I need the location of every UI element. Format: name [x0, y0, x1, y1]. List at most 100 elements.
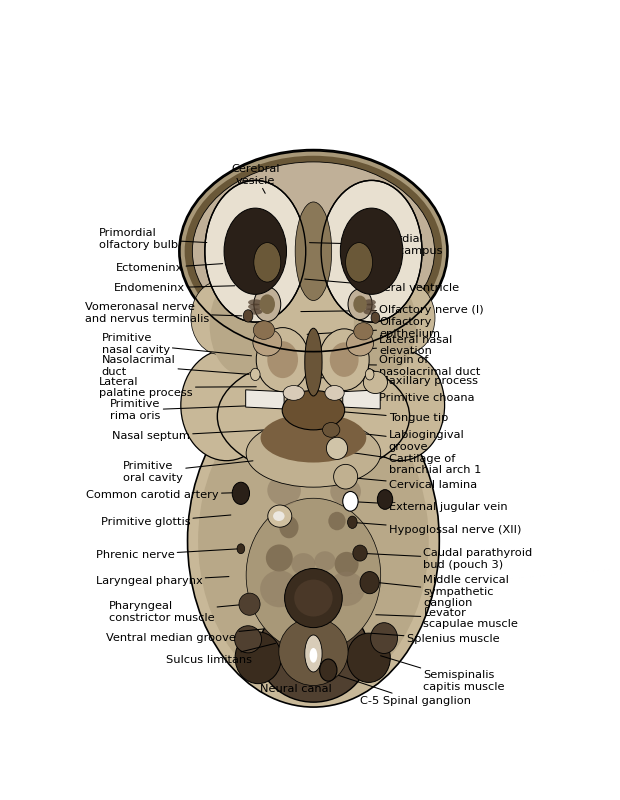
- Ellipse shape: [210, 276, 272, 374]
- Text: Origin of
nasolacrimal duct: Origin of nasolacrimal duct: [312, 355, 480, 377]
- Circle shape: [260, 294, 275, 314]
- Ellipse shape: [283, 386, 304, 400]
- Circle shape: [232, 482, 249, 505]
- Ellipse shape: [254, 321, 275, 339]
- Circle shape: [371, 312, 379, 323]
- Circle shape: [237, 544, 245, 554]
- Text: Cartilage of
branchial arch 1: Cartilage of branchial arch 1: [336, 450, 481, 475]
- Ellipse shape: [254, 242, 281, 282]
- Text: Caudal parathyroid
bud (pouch 3): Caudal parathyroid bud (pouch 3): [358, 549, 533, 570]
- Text: Primordial
olfactory bulb: Primordial olfactory bulb: [99, 228, 207, 250]
- Text: Endomeninx: Endomeninx: [113, 283, 235, 293]
- Text: Primitive
rima oris: Primitive rima oris: [110, 399, 262, 421]
- Ellipse shape: [330, 478, 361, 505]
- Ellipse shape: [273, 511, 285, 521]
- Text: Lateral nasal
elevation: Lateral nasal elevation: [309, 334, 453, 356]
- Text: Primitive glottis: Primitive glottis: [100, 515, 231, 527]
- Text: Hypoglossal nerve (XII): Hypoglossal nerve (XII): [352, 522, 521, 535]
- Ellipse shape: [363, 299, 376, 306]
- Ellipse shape: [256, 328, 309, 392]
- Ellipse shape: [208, 271, 419, 364]
- Ellipse shape: [320, 659, 337, 682]
- Ellipse shape: [314, 551, 335, 571]
- Ellipse shape: [282, 390, 345, 430]
- Text: Sulcus limitans: Sulcus limitans: [166, 643, 275, 665]
- Ellipse shape: [248, 299, 262, 306]
- Ellipse shape: [325, 386, 344, 400]
- Ellipse shape: [371, 622, 397, 654]
- Ellipse shape: [305, 328, 322, 396]
- Ellipse shape: [192, 162, 435, 341]
- Circle shape: [365, 369, 374, 380]
- Text: Semispinalis
capitis muscle: Semispinalis capitis muscle: [381, 656, 505, 692]
- Ellipse shape: [181, 350, 272, 461]
- Ellipse shape: [378, 282, 435, 354]
- Ellipse shape: [267, 475, 301, 506]
- Ellipse shape: [322, 422, 340, 438]
- Ellipse shape: [224, 208, 286, 294]
- Ellipse shape: [218, 358, 410, 475]
- Ellipse shape: [360, 571, 379, 594]
- Text: Neural canal: Neural canal: [260, 657, 332, 694]
- Ellipse shape: [285, 569, 342, 628]
- Text: Ventral median groove: Ventral median groove: [107, 629, 264, 643]
- Text: Cervical lamina: Cervical lamina: [342, 477, 477, 490]
- Ellipse shape: [268, 505, 292, 527]
- Ellipse shape: [363, 309, 376, 314]
- Ellipse shape: [258, 601, 369, 702]
- Ellipse shape: [205, 180, 306, 322]
- Text: Splenius muscle: Splenius muscle: [371, 634, 499, 644]
- Text: Maxillary process: Maxillary process: [316, 376, 478, 386]
- Ellipse shape: [246, 498, 381, 652]
- Text: Olfactory nerve (I): Olfactory nerve (I): [301, 305, 484, 314]
- Ellipse shape: [363, 371, 388, 394]
- Text: Phrenic nerve: Phrenic nerve: [95, 549, 239, 560]
- Text: Levator
scapulae muscle: Levator scapulae muscle: [376, 607, 518, 629]
- Text: Middle cervical
sympathetic
ganglion: Middle cervical sympathetic ganglion: [368, 575, 510, 609]
- Ellipse shape: [329, 571, 365, 606]
- Text: Primitive
oral cavity: Primitive oral cavity: [123, 461, 253, 482]
- Text: Laryngeal pharynx: Laryngeal pharynx: [95, 576, 229, 586]
- Ellipse shape: [345, 242, 373, 282]
- Ellipse shape: [356, 350, 445, 461]
- Ellipse shape: [198, 386, 429, 696]
- Ellipse shape: [309, 648, 317, 662]
- Ellipse shape: [329, 512, 345, 530]
- Ellipse shape: [235, 632, 281, 684]
- Circle shape: [348, 516, 357, 529]
- Ellipse shape: [279, 516, 298, 538]
- Text: Nasolacrimal
duct: Nasolacrimal duct: [102, 355, 249, 377]
- Text: Primitive
nasal cavity: Primitive nasal cavity: [102, 334, 252, 356]
- Text: Olfactory
epithelium: Olfactory epithelium: [307, 318, 440, 339]
- Ellipse shape: [334, 464, 358, 489]
- Ellipse shape: [340, 208, 403, 294]
- Text: Vomeronasal nerve
and nervus terminalis: Vomeronasal nerve and nervus terminalis: [85, 302, 242, 324]
- Circle shape: [348, 289, 372, 320]
- Ellipse shape: [185, 156, 442, 346]
- Ellipse shape: [305, 635, 322, 672]
- Text: Ectomeninx: Ectomeninx: [116, 263, 223, 274]
- Text: External jugular vein: External jugular vein: [348, 502, 508, 512]
- Text: Cerebral
vesicle: Cerebral vesicle: [231, 164, 280, 194]
- Text: Primordial
hippocampus: Primordial hippocampus: [309, 234, 442, 256]
- Text: Labiogingival
groove: Labiogingival groove: [331, 430, 464, 452]
- Circle shape: [378, 490, 392, 510]
- Ellipse shape: [266, 545, 293, 571]
- Circle shape: [254, 287, 281, 322]
- Ellipse shape: [253, 329, 281, 356]
- Circle shape: [250, 368, 260, 381]
- Text: Pharyngeal
constrictor muscle: Pharyngeal constrictor muscle: [108, 602, 246, 623]
- Text: Lateral ventricle: Lateral ventricle: [304, 279, 459, 293]
- Circle shape: [243, 310, 253, 322]
- Ellipse shape: [260, 570, 298, 607]
- Text: Tongue tip: Tongue tip: [325, 410, 448, 423]
- Ellipse shape: [295, 202, 332, 301]
- Ellipse shape: [248, 303, 262, 310]
- Ellipse shape: [330, 342, 358, 377]
- Ellipse shape: [347, 633, 391, 682]
- Ellipse shape: [267, 341, 298, 378]
- Ellipse shape: [279, 618, 348, 686]
- Polygon shape: [246, 390, 284, 409]
- Ellipse shape: [260, 414, 366, 462]
- Ellipse shape: [363, 303, 376, 310]
